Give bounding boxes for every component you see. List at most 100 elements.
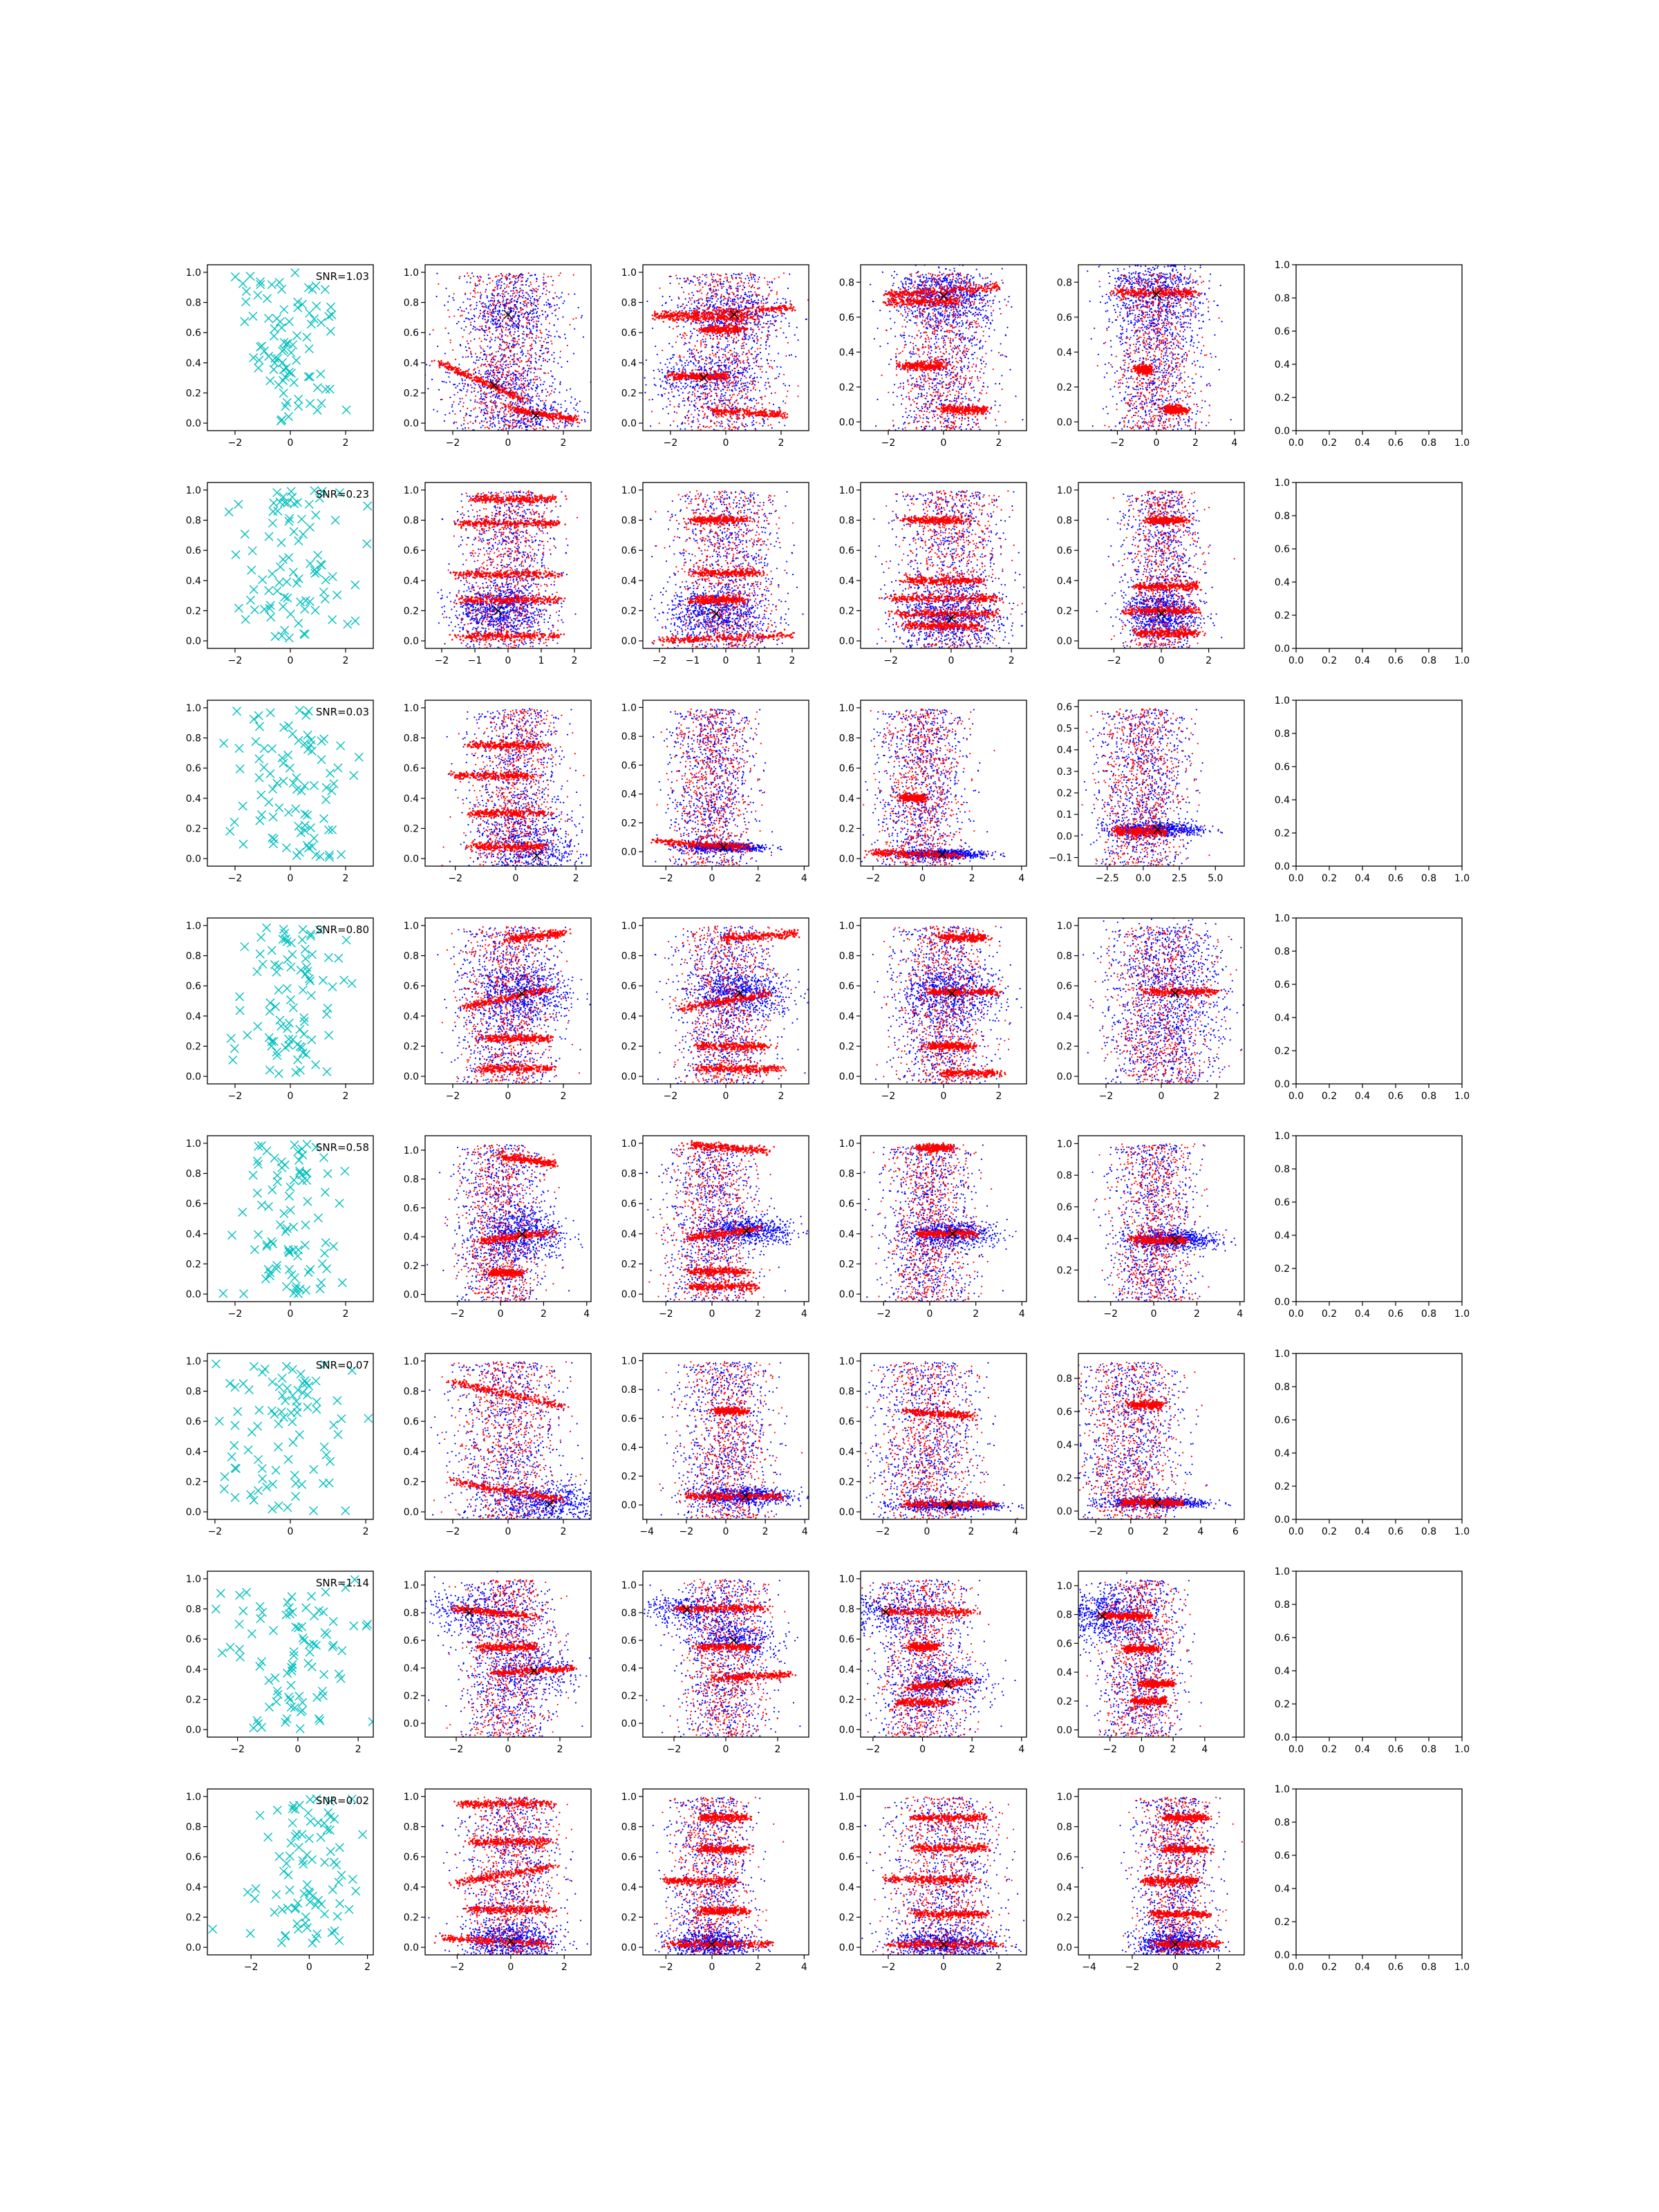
- blue-point: [665, 381, 666, 382]
- red-point: [733, 368, 735, 369]
- red-point: [575, 317, 577, 319]
- red-point: [718, 388, 720, 390]
- blue-point: [676, 382, 677, 384]
- blue-point: [747, 382, 748, 383]
- red-point: [673, 420, 674, 422]
- blue-point: [437, 346, 438, 347]
- red-band-point: [447, 363, 449, 365]
- blue-point: [515, 374, 516, 375]
- red-point: [717, 285, 718, 286]
- blue-point: [750, 291, 751, 292]
- red-point: [523, 334, 525, 335]
- blue-point: [542, 293, 543, 294]
- red-point: [460, 315, 461, 317]
- red-point: [730, 354, 731, 355]
- blue-point: [501, 436, 503, 438]
- blue-point: [652, 328, 653, 329]
- blue-point: [671, 388, 672, 390]
- blue-point: [767, 301, 768, 303]
- blue-point: [684, 344, 685, 345]
- blue-point: [747, 397, 748, 399]
- red-point: [706, 294, 708, 295]
- red-band-point: [509, 393, 512, 395]
- blue-point: [547, 391, 548, 393]
- red-point: [758, 402, 759, 404]
- red-point: [695, 369, 696, 371]
- blue-point: [669, 283, 671, 284]
- red-band-point: [751, 308, 753, 310]
- blue-point: [720, 371, 722, 373]
- blue-point: [487, 297, 488, 299]
- blue-point: [797, 339, 798, 341]
- blue-point: [519, 357, 521, 359]
- red-point: [493, 391, 494, 392]
- blue-point: [497, 293, 498, 294]
- red-band-point: [577, 422, 579, 424]
- blue-point: [535, 390, 536, 391]
- red-point: [500, 279, 501, 280]
- blue-point: [514, 388, 515, 390]
- red-point: [508, 408, 509, 409]
- red-point: [503, 290, 504, 291]
- red-point: [474, 388, 475, 389]
- red-point: [567, 345, 568, 346]
- red-band-point: [464, 375, 466, 377]
- red-point: [758, 294, 760, 296]
- red-point: [683, 335, 684, 337]
- red-point: [785, 355, 787, 357]
- blue-point: [592, 343, 594, 344]
- red-point: [499, 338, 500, 339]
- red-point: [494, 402, 496, 404]
- snr-point-marker: [321, 285, 329, 294]
- red-point: [732, 278, 733, 279]
- blue-point: [523, 295, 524, 297]
- blue-point: [513, 339, 514, 341]
- blue-point: [756, 333, 757, 335]
- blue-point: [706, 393, 708, 395]
- blue-point: [566, 424, 568, 426]
- red-point: [684, 307, 686, 308]
- blue-point: [484, 303, 485, 305]
- red-point: [742, 343, 743, 344]
- blue-point: [691, 361, 692, 362]
- red-point: [767, 315, 769, 316]
- blue-point: [735, 362, 736, 363]
- red-point: [467, 408, 468, 409]
- blue-point: [646, 301, 648, 302]
- red-point: [699, 360, 700, 362]
- red-point: [512, 295, 513, 297]
- blue-point: [740, 285, 741, 287]
- blue-point: [753, 407, 754, 409]
- blue-point: [556, 427, 557, 429]
- red-point: [534, 425, 536, 427]
- red-point: [497, 303, 498, 304]
- red-point: [505, 276, 506, 277]
- blue-point: [732, 364, 733, 365]
- red-band-point: [543, 414, 545, 416]
- red-point: [480, 391, 481, 392]
- blue-point: [690, 386, 691, 387]
- red-point: [714, 293, 715, 294]
- red-point: [771, 366, 772, 368]
- red-point: [512, 324, 513, 326]
- blue-point: [672, 357, 673, 358]
- red-point: [695, 402, 697, 404]
- red-band-point: [505, 406, 507, 408]
- red-point: [456, 422, 457, 423]
- blue-point: [573, 434, 574, 435]
- red-point: [503, 294, 505, 295]
- blue-point: [500, 368, 502, 370]
- red-point: [543, 341, 545, 342]
- blue-point: [729, 406, 730, 408]
- red-point: [514, 300, 515, 301]
- blue-point: [491, 391, 492, 393]
- red-point: [697, 427, 699, 429]
- blue-point: [433, 409, 434, 410]
- blue-point: [688, 356, 690, 357]
- red-point: [713, 338, 714, 339]
- blue-point: [562, 317, 563, 318]
- red-band-point: [716, 309, 718, 311]
- blue-point: [731, 322, 732, 324]
- red-band-point: [514, 411, 516, 413]
- blue-point: [666, 366, 668, 368]
